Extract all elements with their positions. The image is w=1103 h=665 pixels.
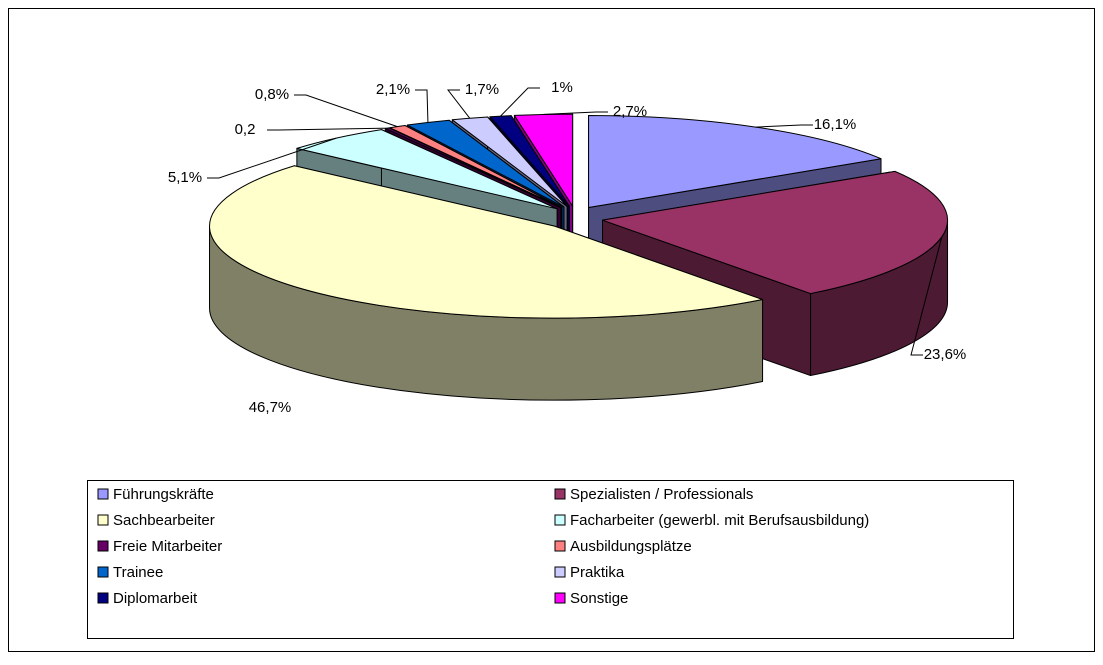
legend-swatch bbox=[554, 540, 566, 552]
legend-label: Diplomarbeit bbox=[113, 590, 198, 607]
legend-swatch bbox=[554, 566, 566, 578]
legend-label: Trainee bbox=[113, 564, 163, 581]
legend-label: Sonstige bbox=[570, 590, 628, 607]
slice bbox=[513, 113, 574, 207]
slice bbox=[296, 129, 558, 210]
legend-label: Sachbearbeiter bbox=[113, 512, 215, 529]
data-label: 2,7% bbox=[613, 103, 647, 120]
data-label: 23,6% bbox=[924, 346, 967, 363]
data-label: 0,8% bbox=[255, 86, 289, 103]
leader-line bbox=[910, 236, 943, 356]
pie bbox=[209, 113, 949, 401]
data-label: 2,1% bbox=[376, 81, 410, 98]
legend-label: Ausbildungsplätze bbox=[570, 538, 692, 555]
data-label: 1,7% bbox=[465, 81, 499, 98]
legend-swatch bbox=[97, 514, 109, 526]
legend-swatch bbox=[554, 514, 566, 526]
legend-swatch bbox=[554, 488, 566, 500]
slice bbox=[588, 115, 882, 209]
data-label: 0,2 bbox=[235, 121, 256, 138]
leader-line bbox=[207, 137, 337, 179]
legend-label: Facharbeiter (gewerbl. mit Berufsausbild… bbox=[570, 512, 869, 529]
data-label: 5,1% bbox=[168, 169, 202, 186]
legend-label: Spezialisten / Professionals bbox=[570, 486, 753, 503]
data-label: 16,1% bbox=[814, 116, 857, 133]
leader-line bbox=[500, 87, 540, 117]
legend-swatch bbox=[97, 566, 109, 578]
leader-line bbox=[415, 89, 429, 123]
leader-line bbox=[267, 127, 388, 131]
leader-line bbox=[543, 111, 608, 115]
legend-swatch bbox=[97, 488, 109, 500]
leader-line bbox=[294, 94, 398, 128]
legend-box bbox=[87, 480, 1014, 639]
slice bbox=[209, 165, 764, 319]
legend-swatch bbox=[97, 540, 109, 552]
data-label: 1% bbox=[551, 79, 573, 96]
leader-line bbox=[755, 124, 813, 128]
data-label: 46,7% bbox=[249, 399, 292, 416]
legend-label: Praktika bbox=[570, 564, 625, 581]
leader-line bbox=[446, 89, 471, 119]
legend-swatch bbox=[554, 592, 566, 604]
legend-label: Führungskräfte bbox=[113, 486, 214, 503]
legend-swatch bbox=[97, 592, 109, 604]
legend-label: Freie Mitarbeiter bbox=[113, 538, 222, 555]
